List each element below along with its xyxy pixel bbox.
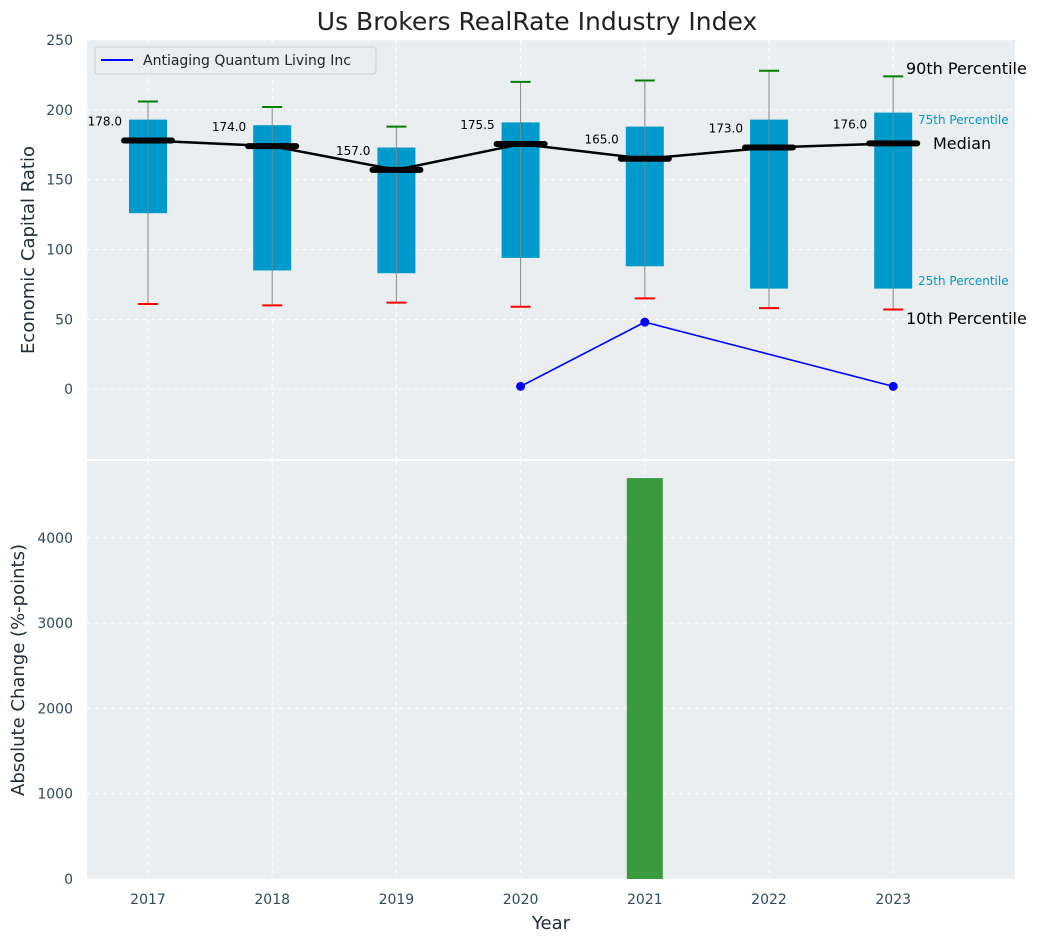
x-axis-label: Year xyxy=(531,913,571,934)
annotation-median: Median xyxy=(933,134,991,153)
median-value-label-2023: 176.0 xyxy=(833,117,867,131)
top-y-tick-label: 100 xyxy=(46,243,73,259)
x-tick-label-2019: 2019 xyxy=(379,892,415,908)
annotation-p75: 75th Percentile xyxy=(918,113,1009,127)
bottom-y-axis: 0 1000 2000 3000 4000 xyxy=(37,531,73,888)
bottom-y-tick-label: 1000 xyxy=(37,787,73,803)
bottom-y-axis-label: Absolute Change (%-points) xyxy=(8,544,29,796)
x-tick-label-2017: 2017 xyxy=(130,892,166,908)
x-tick-label-2018: 2018 xyxy=(254,892,290,908)
median-value-label-2018: 174.0 xyxy=(212,120,246,134)
median-value-label-2019: 157.0 xyxy=(336,144,370,158)
company-point-2021 xyxy=(640,317,650,327)
bottom-gridlines xyxy=(87,461,1015,880)
bars xyxy=(626,478,663,879)
bottom-y-tick-label: 0 xyxy=(64,872,73,888)
x-tick-label-2020: 2020 xyxy=(503,892,539,908)
legend-box xyxy=(94,46,377,75)
x-axis: 2017 2018 2019 2020 2021 2022 2023 xyxy=(130,892,911,908)
bar-2021 xyxy=(626,478,663,879)
bottom-y-tick-label: 3000 xyxy=(37,616,73,632)
annotation-p10: 10th Percentile xyxy=(906,309,1027,328)
box-plot-panel: 0 50 100 150 200 250 Economic Capital Ratio 1… xyxy=(18,33,1027,459)
top-y-axis: 0 50 100 150 200 250 xyxy=(46,33,73,398)
median-value-label-2020: 175.5 xyxy=(460,118,494,132)
company-point-2023 xyxy=(888,381,898,391)
top-y-tick-label: 0 xyxy=(64,382,73,398)
box-2017 xyxy=(129,100,167,305)
chart-title: Us Brokers RealRate Industry Index xyxy=(317,7,757,36)
company-series xyxy=(516,317,898,391)
percentile-annotations: 90th Percentile 75th Percentile Median 2… xyxy=(906,59,1027,328)
median-value-label-2017: 178.0 xyxy=(88,115,122,129)
top-y-axis-label: Economic Capital Ratio xyxy=(18,146,39,354)
annotation-p90: 90th Percentile xyxy=(906,59,1027,78)
median-value-label-2022: 173.0 xyxy=(709,122,743,136)
top-y-tick-label: 200 xyxy=(46,103,73,119)
top-y-tick-label: 150 xyxy=(46,173,73,189)
x-tick-label-2023: 2023 xyxy=(875,892,911,908)
median-value-label-2021: 165.0 xyxy=(584,133,618,147)
boxes xyxy=(129,69,913,311)
top-y-tick-label: 50 xyxy=(55,312,73,328)
bottom-y-tick-label: 2000 xyxy=(37,701,73,717)
legend: Antiaging Quantum Living Inc xyxy=(94,46,377,75)
box-2021 xyxy=(625,79,664,300)
bottom-plot-area xyxy=(87,461,1015,879)
x-tick-label-2021: 2021 xyxy=(627,892,663,908)
bottom-y-tick-label: 4000 xyxy=(37,531,73,547)
top-y-tick-label: 250 xyxy=(46,33,73,49)
median-trend: 178.0 174.0 157.0 175.5 165.0 173.0 176.0 xyxy=(88,115,921,173)
x-tick-label-2022: 2022 xyxy=(751,892,787,908)
company-point-2020 xyxy=(516,381,526,391)
legend-label-company: Antiaging Quantum Living Inc xyxy=(143,53,351,69)
annotation-p25: 25th Percentile xyxy=(918,274,1009,288)
